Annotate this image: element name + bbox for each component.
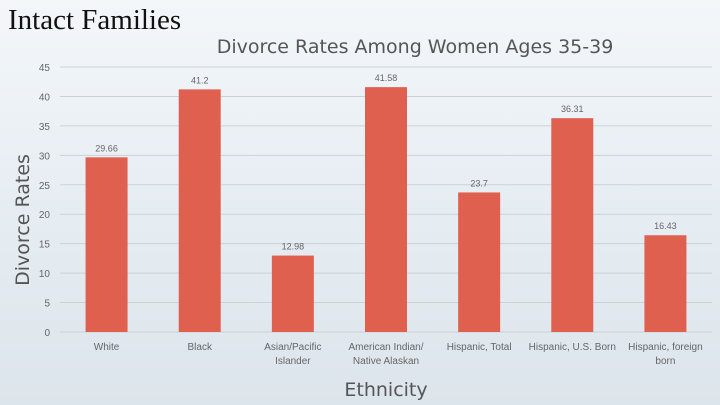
x-tick-label: Hispanic, Total bbox=[447, 342, 512, 353]
x-tick-label: born bbox=[655, 356, 675, 367]
y-tick-label: 15 bbox=[39, 240, 51, 251]
chart-title: Divorce Rates Among Women Ages 35-39 bbox=[216, 36, 614, 58]
y-tick-label: 45 bbox=[39, 63, 51, 74]
data-label: 16.43 bbox=[654, 221, 677, 231]
data-label: 41.58 bbox=[375, 73, 398, 83]
y-tick-label: 40 bbox=[39, 92, 51, 103]
x-tick-label: Asian/Pacific bbox=[264, 342, 321, 353]
y-tick-label: 20 bbox=[39, 210, 51, 221]
y-tick-label: 5 bbox=[44, 299, 50, 310]
bar bbox=[178, 89, 221, 332]
slide-title: Intact Families bbox=[8, 4, 182, 36]
data-label: 12.98 bbox=[282, 242, 305, 252]
bar bbox=[458, 192, 501, 332]
x-tick-label: American Indian/ bbox=[348, 342, 423, 353]
y-tick-label: 0 bbox=[44, 328, 50, 339]
x-tick-label: Black bbox=[187, 342, 212, 353]
y-tick-label: 30 bbox=[39, 151, 51, 162]
x-tick-label: White bbox=[94, 342, 120, 353]
bar bbox=[85, 157, 128, 332]
x-tick-label: Hispanic, U.S. Born bbox=[529, 342, 616, 353]
data-label: 41.2 bbox=[191, 75, 209, 85]
bar bbox=[365, 87, 407, 332]
bar bbox=[271, 255, 314, 332]
y-axis-title: Divorce Rates bbox=[12, 154, 34, 286]
data-label: 29.66 bbox=[95, 143, 118, 153]
y-tick-label: 25 bbox=[39, 181, 51, 192]
bar bbox=[551, 118, 594, 333]
data-label: 23.7 bbox=[470, 178, 488, 188]
y-tick-label: 35 bbox=[39, 122, 51, 133]
y-tick-label: 10 bbox=[39, 269, 51, 280]
x-tick-label: Hispanic, foreign bbox=[628, 342, 702, 353]
x-axis-title: Ethnicity bbox=[344, 379, 427, 401]
bar bbox=[644, 235, 687, 332]
x-tick-label: Native Alaskan bbox=[353, 356, 419, 367]
x-tick-label: Islander bbox=[275, 356, 311, 367]
data-label: 36.31 bbox=[561, 104, 584, 114]
